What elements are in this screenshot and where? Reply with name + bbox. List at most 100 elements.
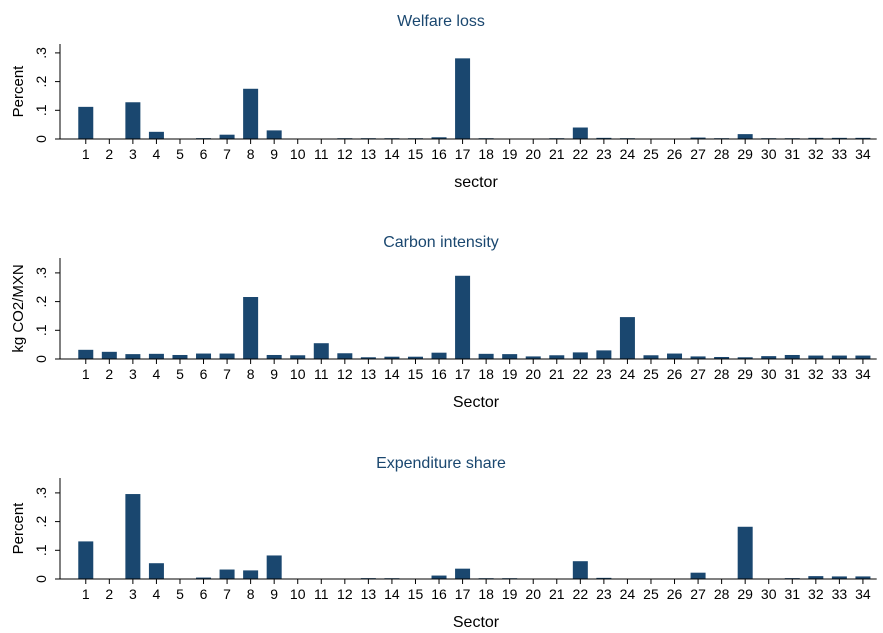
- panel-3-xtick-label-33: 33: [832, 586, 848, 602]
- panel-3-bar-16: [431, 575, 447, 579]
- panel-1-xtick-label-22: 22: [573, 146, 589, 162]
- panel-2-xtick-label-32: 32: [808, 366, 824, 382]
- panel-1-xtick-label-1: 1: [82, 146, 90, 162]
- panel-2-bar-14: [384, 356, 400, 359]
- panel-2-x-axis-title: Sector: [453, 394, 500, 411]
- panel-2-xtick-label-23: 23: [596, 366, 612, 382]
- panel-1-xtick-label-30: 30: [761, 146, 777, 162]
- panel-2-bar-2: [101, 351, 117, 359]
- panel-1-xtick-label-19: 19: [502, 146, 518, 162]
- panel-1-bar-33: [831, 137, 847, 139]
- panel-1-bar-27: [690, 137, 706, 139]
- panel-2-bar-6: [196, 353, 212, 359]
- panel-1-xtick-label-9: 9: [270, 146, 278, 162]
- panel-1-xtick-label-33: 33: [832, 146, 848, 162]
- panel-3-xtick-label-32: 32: [808, 586, 824, 602]
- panel-3-xtick-label-10: 10: [290, 586, 306, 602]
- panel-1-xtick-label-23: 23: [596, 146, 612, 162]
- panel-1-xtick-label-8: 8: [247, 146, 255, 162]
- panel-1-xtick-label-24: 24: [620, 146, 636, 162]
- panel-2-bar-15: [407, 356, 423, 359]
- panel-1-bar-17: [455, 58, 471, 140]
- panel-3-bar-32: [808, 576, 824, 579]
- panel-3-xtick-label-34: 34: [855, 586, 871, 602]
- panel-2-xtick-label-30: 30: [761, 366, 777, 382]
- panel-2-xtick-label-8: 8: [247, 366, 255, 382]
- panel-3-title: Expenditure share: [376, 455, 506, 472]
- panel-2-xtick-label-25: 25: [643, 366, 659, 382]
- panel-3-bar-23: [596, 577, 612, 579]
- panel-1-xtick-label-26: 26: [667, 146, 683, 162]
- panel-3-xtick-label-12: 12: [337, 586, 353, 602]
- panel-3-xtick-label-19: 19: [502, 586, 518, 602]
- panel-2-ytick-label-3: .3: [33, 267, 49, 279]
- panel-2-bar-5: [172, 354, 188, 359]
- panel-2-xtick-label-28: 28: [714, 366, 730, 382]
- panel-1-xtick-label-3: 3: [129, 146, 137, 162]
- panel-3-bar-4: [148, 563, 164, 579]
- panel-2-bar-16: [431, 352, 447, 359]
- panel-3-xtick-label-11: 11: [314, 586, 329, 602]
- panel-2-ytick-label-1: .1: [33, 324, 49, 336]
- panel-1-ytick-label-3: .3: [33, 47, 49, 59]
- panel-2-bar-4: [148, 353, 164, 359]
- panel-2-xtick-label-6: 6: [200, 366, 208, 382]
- panel-2-bar-13: [360, 357, 376, 359]
- panel-3-xtick-label-3: 3: [129, 586, 137, 602]
- panel-2-xtick-label-24: 24: [620, 366, 636, 382]
- panel-2-xtick-label-26: 26: [667, 366, 683, 382]
- panel-1-xtick-label-20: 20: [525, 146, 541, 162]
- panel-2-xtick-label-27: 27: [690, 366, 706, 382]
- panel-1-ytick-label-2: .2: [33, 76, 49, 88]
- panel-2-xtick-label-17: 17: [455, 366, 471, 382]
- panel-2-bar-11: [313, 343, 329, 359]
- panel-1-bar-16: [431, 137, 447, 139]
- panel-2-bar-22: [572, 352, 588, 359]
- panel-2-xtick-label-16: 16: [431, 366, 447, 382]
- panel-3-bar-6: [196, 577, 212, 579]
- panel-3-bar-3: [125, 494, 141, 579]
- panel-3-xtick-label-8: 8: [247, 586, 255, 602]
- panel-2-xtick-label-20: 20: [525, 366, 541, 382]
- panel-2-xtick-label-14: 14: [384, 366, 400, 382]
- panel-2-xtick-label-19: 19: [502, 366, 518, 382]
- panel-2-bar-33: [831, 355, 847, 359]
- panel-1-bar-3: [125, 102, 141, 139]
- panel-3-x-axis-title: Sector: [453, 614, 500, 631]
- panel-3-bar-9: [266, 555, 282, 579]
- panel-3-ytick-label-1: .1: [33, 544, 49, 556]
- panel-1-xtick-label-25: 25: [643, 146, 659, 162]
- panel-3-xtick-label-18: 18: [478, 586, 494, 602]
- panel-1-xtick-label-28: 28: [714, 146, 730, 162]
- panel-3-xtick-label-25: 25: [643, 586, 659, 602]
- panel-3-xtick-label-27: 27: [690, 586, 706, 602]
- panel-1-xtick-label-4: 4: [153, 146, 161, 162]
- panel-1-xtick-label-32: 32: [808, 146, 824, 162]
- panel-3-xtick-label-13: 13: [361, 586, 377, 602]
- panel-3-xtick-label-21: 21: [549, 586, 565, 602]
- panel-3-xtick-label-1: 1: [82, 586, 90, 602]
- panel-2-bar-29: [737, 357, 753, 359]
- panel-2-xtick-label-12: 12: [337, 366, 353, 382]
- panel-1-xtick-label-21: 21: [549, 146, 565, 162]
- panel-1-xtick-label-16: 16: [431, 146, 447, 162]
- panel-2-xtick-label-21: 21: [549, 366, 565, 382]
- panel-3-bar-29: [737, 526, 753, 579]
- panel-3-bar-27: [690, 572, 706, 579]
- panel-3-bar-7: [219, 569, 235, 579]
- panel-1-bar-34: [855, 137, 871, 139]
- panel-2-xtick-label-4: 4: [153, 366, 161, 382]
- panel-3-xtick-label-15: 15: [408, 586, 424, 602]
- panel-3-xtick-label-9: 9: [270, 586, 278, 602]
- panel-3-xtick-label-26: 26: [667, 586, 683, 602]
- panel-3-bar-17: [455, 568, 471, 579]
- panel-1-xtick-label-31: 31: [784, 146, 800, 162]
- panel-2-bar-19: [502, 354, 518, 359]
- panel-2-xtick-label-3: 3: [129, 366, 137, 382]
- panel-2-ytick-label-2: .2: [33, 296, 49, 308]
- panel-2-bar-34: [855, 355, 871, 359]
- panel-2-bar-32: [808, 355, 824, 359]
- panel-3-bar-8: [243, 570, 259, 579]
- panel-2-bar-8: [243, 297, 259, 359]
